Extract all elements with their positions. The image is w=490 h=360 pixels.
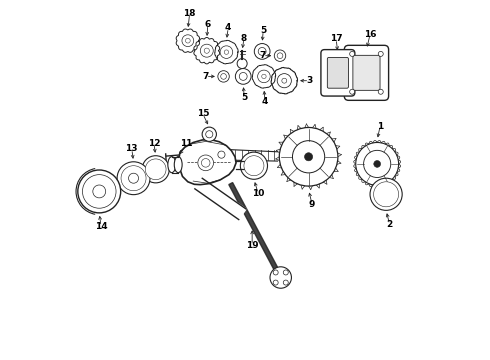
Circle shape <box>258 48 266 55</box>
Circle shape <box>202 127 217 141</box>
Circle shape <box>220 73 226 79</box>
FancyBboxPatch shape <box>344 45 389 100</box>
Text: 18: 18 <box>183 9 196 18</box>
Ellipse shape <box>174 157 182 173</box>
Text: 1: 1 <box>377 122 383 131</box>
Circle shape <box>305 153 313 161</box>
Text: 6: 6 <box>205 20 211 29</box>
Circle shape <box>239 72 247 80</box>
Circle shape <box>204 48 209 53</box>
Text: 8: 8 <box>241 34 247 43</box>
Circle shape <box>279 127 338 186</box>
Text: 16: 16 <box>364 30 376 39</box>
FancyBboxPatch shape <box>353 55 380 90</box>
Circle shape <box>273 280 278 285</box>
Circle shape <box>273 270 278 275</box>
Circle shape <box>235 68 251 84</box>
Polygon shape <box>167 155 179 166</box>
FancyBboxPatch shape <box>327 58 348 88</box>
Circle shape <box>124 169 143 187</box>
Circle shape <box>200 44 213 57</box>
Circle shape <box>241 152 268 179</box>
Circle shape <box>117 162 150 195</box>
Circle shape <box>262 74 266 78</box>
Circle shape <box>373 182 398 207</box>
Circle shape <box>186 38 190 43</box>
Text: 7: 7 <box>260 51 266 60</box>
Circle shape <box>128 173 139 183</box>
Text: 7: 7 <box>202 72 209 81</box>
Circle shape <box>283 270 288 275</box>
Circle shape <box>277 53 283 59</box>
Circle shape <box>146 159 166 180</box>
Circle shape <box>148 162 163 176</box>
Text: 13: 13 <box>125 144 138 153</box>
Ellipse shape <box>168 157 176 173</box>
Text: 15: 15 <box>196 109 209 118</box>
Circle shape <box>218 71 229 82</box>
Text: 10: 10 <box>252 189 265 198</box>
Text: 5: 5 <box>260 26 267 35</box>
Circle shape <box>82 175 116 208</box>
Text: 12: 12 <box>147 139 160 148</box>
Text: 14: 14 <box>95 222 107 231</box>
Text: 3: 3 <box>306 76 313 85</box>
Text: 9: 9 <box>309 200 316 209</box>
PathPatch shape <box>179 140 236 185</box>
Polygon shape <box>236 161 248 169</box>
Circle shape <box>93 185 106 198</box>
Text: 5: 5 <box>241 93 247 102</box>
Polygon shape <box>222 149 277 161</box>
Circle shape <box>293 141 325 173</box>
Text: 11: 11 <box>180 139 193 148</box>
Circle shape <box>78 170 121 213</box>
Circle shape <box>377 185 395 203</box>
Circle shape <box>282 78 287 83</box>
Circle shape <box>350 89 355 94</box>
Circle shape <box>270 267 292 288</box>
Circle shape <box>356 143 398 185</box>
Circle shape <box>274 50 286 62</box>
Circle shape <box>121 166 146 191</box>
Circle shape <box>237 59 247 68</box>
Circle shape <box>370 178 402 210</box>
Text: 4: 4 <box>262 97 268 106</box>
Circle shape <box>214 148 228 162</box>
Circle shape <box>182 35 194 46</box>
Circle shape <box>374 161 381 167</box>
Circle shape <box>254 44 270 59</box>
Circle shape <box>201 158 210 167</box>
Circle shape <box>364 150 391 177</box>
FancyBboxPatch shape <box>321 50 355 96</box>
Text: 19: 19 <box>246 241 258 250</box>
Circle shape <box>378 51 383 57</box>
Polygon shape <box>229 183 279 272</box>
Circle shape <box>258 70 270 83</box>
Text: 2: 2 <box>387 220 393 229</box>
Polygon shape <box>195 178 246 220</box>
Circle shape <box>224 50 229 54</box>
Circle shape <box>218 151 225 158</box>
Text: 17: 17 <box>330 35 343 44</box>
Circle shape <box>206 131 213 138</box>
Circle shape <box>88 180 111 203</box>
Text: 4: 4 <box>225 23 231 32</box>
Circle shape <box>142 156 169 183</box>
Circle shape <box>283 280 288 285</box>
Circle shape <box>350 51 355 57</box>
Circle shape <box>378 89 383 94</box>
Circle shape <box>247 159 260 172</box>
Circle shape <box>244 156 264 176</box>
Circle shape <box>220 46 233 58</box>
Circle shape <box>198 155 214 171</box>
Circle shape <box>277 73 292 88</box>
